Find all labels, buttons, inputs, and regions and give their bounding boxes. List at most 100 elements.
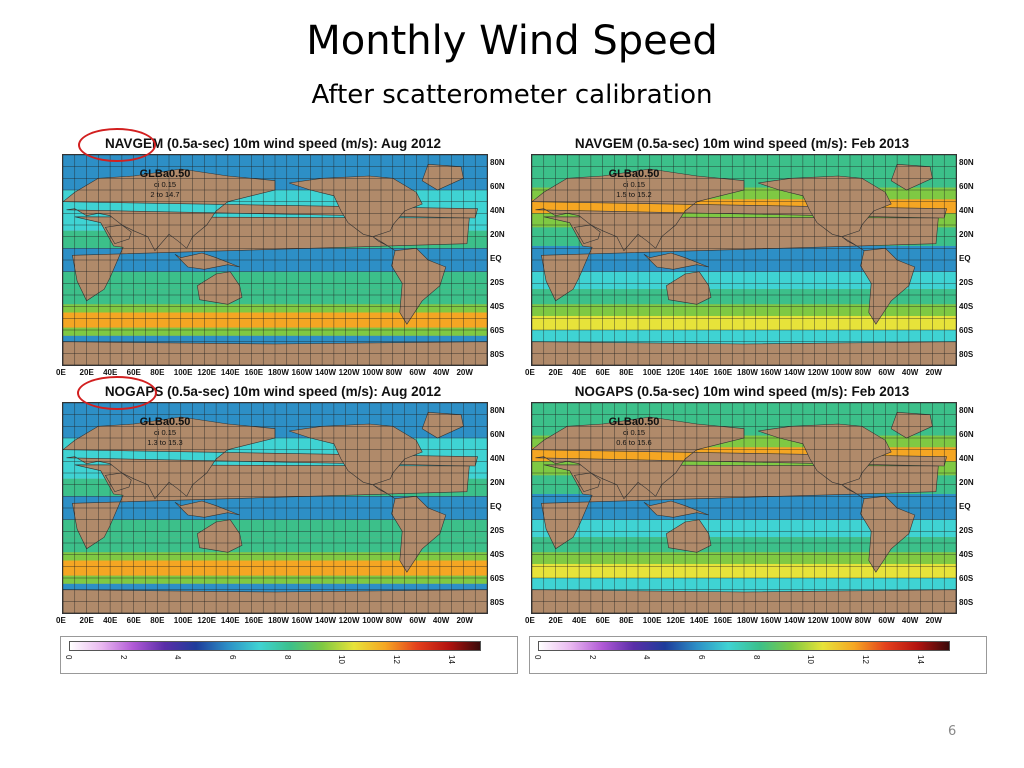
latitude-labels: 80N 60N 40N 20N EQ 20S 40S 60S 80S — [490, 402, 518, 614]
contour-interval: ci 0.15 — [153, 428, 177, 437]
longitude-label: 60E — [126, 616, 141, 625]
latitude-label: 40S — [959, 302, 974, 311]
value-range: 1.5 to 15.2 — [616, 190, 652, 199]
wind-speed-field — [63, 155, 487, 365]
land-mass — [532, 416, 947, 500]
panel-title-text: (0.5a-sec) 10m wind speed (m/s): Aug 201… — [163, 384, 442, 399]
wind-speed-field — [63, 403, 487, 613]
longitude-label: 140W — [784, 616, 806, 625]
model-highlight-oval — [77, 376, 157, 410]
colorbar-tick: 6 — [228, 655, 237, 660]
latitude-label: 80N — [959, 406, 974, 415]
longitude-label: 40W — [432, 616, 450, 625]
longitude-label: 120W — [338, 616, 360, 625]
map-info-box: GLBa0.50 ci 0.15 0.6 to 15.6 — [599, 416, 669, 448]
longitude-label: 140W — [315, 616, 337, 625]
longitude-label: 160W — [760, 616, 782, 625]
grid-name: GLBa0.50 — [608, 168, 660, 180]
longitude-label: 80E — [619, 368, 634, 377]
latitude-label: 20S — [490, 278, 505, 287]
longitude-label: 100E — [642, 368, 662, 377]
colorbar-tick: 14 — [915, 655, 925, 664]
longitude-label: 180W — [268, 368, 289, 377]
longitude-label: 140E — [689, 616, 709, 625]
longitude-label: 100E — [173, 368, 193, 377]
longitude-label: 40W — [901, 616, 919, 625]
wind-speed-map — [531, 154, 957, 366]
longitude-label: 60W — [878, 368, 895, 377]
longitude-label: 20W — [925, 616, 942, 625]
latitude-label: 80S — [490, 350, 505, 359]
panel-title-text: (0.5a-sec) 10m wind speed (m/s): Feb 201… — [633, 136, 910, 151]
longitude-label: 40E — [103, 616, 118, 625]
panel-title: NOGAPS (0.5a-sec) 10m wind speed (m/s): … — [527, 384, 957, 399]
land-mass — [890, 411, 933, 439]
colorbar-tick: 4 — [173, 655, 183, 660]
longitude-label: 160W — [291, 368, 313, 377]
longitude-label: 0E — [56, 368, 66, 377]
map-info-box: GLBa0.50 ci 0.15 2 to 14.7 — [130, 168, 200, 200]
latitude-label: 40S — [490, 302, 505, 311]
longitude-label: 0E — [56, 616, 66, 625]
land-mass — [573, 472, 601, 493]
longitude-labels: 0E 20E 40E 60E 80E 100E 120E 140E 160E 180W 160W 14… — [525, 616, 967, 628]
latitude-label: 40N — [959, 206, 974, 215]
latitude-label: 40S — [959, 550, 974, 559]
colorbar-tick: 12 — [392, 655, 401, 664]
longitude-label: 140E — [220, 616, 240, 625]
colorbar-right: 0 2 4 6 8 10 12 14 — [529, 636, 987, 674]
longitude-label: 20E — [548, 616, 563, 625]
longitude-label: 180W — [268, 616, 289, 625]
latitude-label: 20S — [959, 278, 974, 287]
longitude-label: 80W — [385, 368, 403, 377]
longitude-label: 40W — [901, 368, 919, 377]
map-panel-nogaps-feb: NOGAPS (0.5a-sec) 10m wind speed (m/s): … — [525, 384, 987, 632]
longitude-label: 120E — [666, 368, 686, 377]
latitude-label: 80S — [959, 598, 974, 607]
longitude-label: 0E — [525, 616, 535, 625]
latitude-label: 60N — [490, 182, 505, 191]
longitude-label: 60W — [409, 368, 426, 377]
latitude-label: 20N — [490, 230, 505, 239]
longitude-label: 160E — [713, 616, 733, 625]
longitude-label: 60E — [595, 368, 610, 377]
panel-model-name: NAVGEM — [574, 136, 634, 151]
colorbar-tick: 8 — [751, 655, 761, 660]
model-highlight-oval — [78, 128, 156, 162]
wind-speed-map — [62, 154, 488, 366]
latitude-label: EQ — [490, 502, 502, 511]
longitude-label: 20E — [548, 368, 563, 377]
colorbar-gradient — [538, 641, 950, 651]
latitude-label: 40N — [490, 206, 505, 215]
longitude-label: 80W — [854, 616, 872, 625]
longitude-label: 140E — [689, 368, 709, 377]
longitude-label: 20W — [456, 368, 473, 377]
colorbar-tick: 12 — [861, 655, 870, 664]
colorbar-tick: 14 — [446, 655, 456, 664]
colorbar-tick: 0 — [64, 655, 73, 660]
map-info-box: GLBa0.50 ci 0.15 1.3 to 15.3 — [130, 416, 200, 448]
latitude-label: 80N — [490, 158, 505, 167]
latitude-label: 60S — [959, 326, 974, 335]
latitude-label: 40N — [959, 454, 974, 463]
longitude-label: 160E — [244, 368, 264, 377]
value-range: 2 to 14.7 — [150, 190, 180, 199]
colorbar-tick: 8 — [282, 655, 292, 660]
latitude-label: 20S — [490, 526, 505, 535]
latitude-label: 60S — [490, 326, 505, 335]
map-panel-nogaps-aug: NOGAPS (0.5a-sec) 10m wind speed (m/s): … — [56, 384, 518, 632]
panel-title: NAVGEM (0.5a-sec) 10m wind speed (m/s): … — [527, 136, 957, 151]
wind-speed-map — [62, 402, 488, 614]
grid-name: GLBa0.50 — [139, 416, 191, 428]
longitude-label: 40E — [572, 616, 587, 625]
land-mass — [860, 247, 916, 325]
land-mass — [391, 247, 447, 325]
longitude-label: 60E — [595, 616, 610, 625]
land-mass — [573, 224, 601, 245]
latitude-labels: 80N 60N 40N 20N EQ 20S 40S 60S 80S — [959, 154, 987, 366]
page-number: 6 — [948, 724, 957, 739]
land-mass — [890, 163, 933, 191]
latitude-labels: 80N 60N 40N 20N EQ 20S 40S 60S 80S — [959, 402, 987, 614]
latitude-label: 80N — [959, 158, 974, 167]
panel-model-name: NOGAPS — [574, 384, 634, 399]
